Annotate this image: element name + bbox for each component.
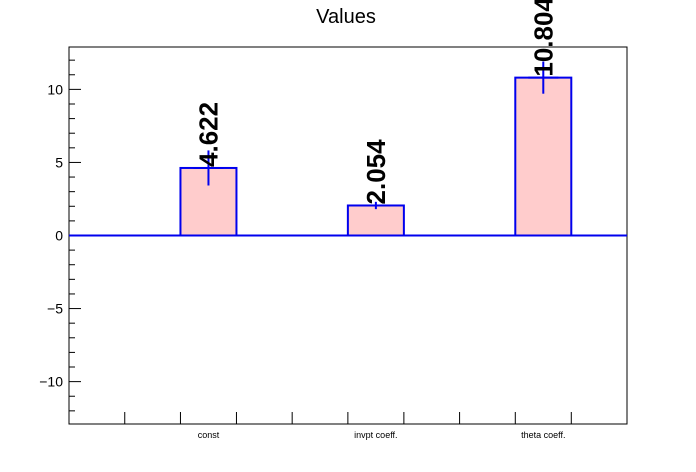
- y-tick-label: 5: [55, 154, 63, 170]
- bar: [346, 204, 405, 237]
- data-label: 4.622: [193, 102, 223, 167]
- data-label: 10.804: [528, 0, 558, 77]
- error-bars: [193, 61, 559, 210]
- bar: [514, 76, 573, 237]
- x-category-label: invpt coeff.: [354, 430, 397, 440]
- data-labels: 4.622 2.054 10.804: [193, 0, 558, 204]
- x-category-label: const: [198, 430, 220, 440]
- y-tick-label: −5: [47, 301, 63, 317]
- x-category-label: theta coeff.: [521, 430, 565, 440]
- x-axis: const invpt coeff. theta coeff.: [124, 412, 628, 440]
- y-tick-label: 0: [55, 228, 63, 244]
- chart-title: Values: [316, 6, 376, 28]
- data-label: 2.054: [361, 139, 391, 205]
- y-tick-label: −10: [39, 374, 63, 390]
- y-tick-label: 10: [47, 81, 63, 97]
